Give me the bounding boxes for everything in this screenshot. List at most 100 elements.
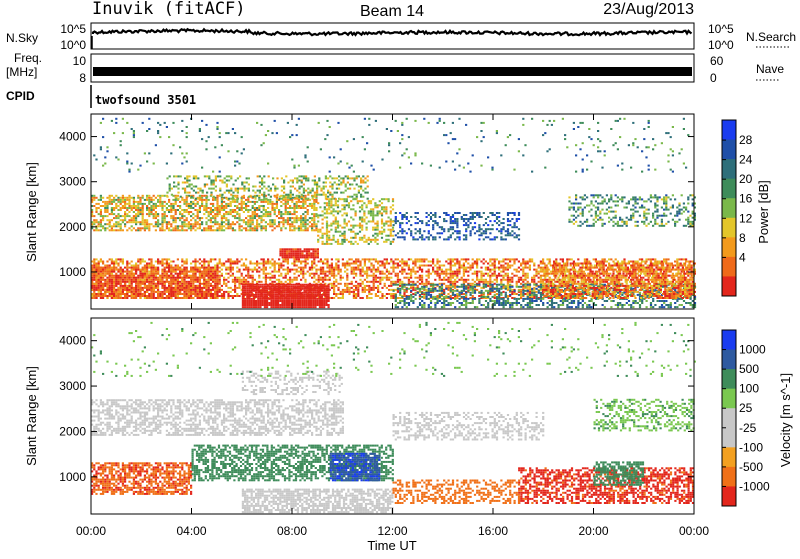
data-cell bbox=[502, 258, 504, 260]
data-cell bbox=[531, 258, 533, 260]
data-cell bbox=[95, 258, 97, 260]
data-cell bbox=[155, 277, 157, 279]
data-cell bbox=[135, 281, 137, 283]
data-cell bbox=[124, 207, 126, 209]
data-cell bbox=[144, 223, 146, 225]
data-cell bbox=[299, 298, 301, 300]
data-cell bbox=[320, 261, 322, 263]
data-cell bbox=[417, 267, 419, 269]
data-cell bbox=[351, 281, 353, 283]
data-cell bbox=[181, 289, 183, 291]
data-cell bbox=[487, 283, 489, 285]
data-cell bbox=[175, 283, 177, 285]
data-cell bbox=[257, 300, 259, 302]
data-cell bbox=[637, 273, 639, 275]
data-cell bbox=[430, 273, 432, 275]
data-cell bbox=[157, 273, 159, 275]
data-cell bbox=[230, 209, 232, 211]
data-cell bbox=[133, 273, 135, 275]
data-cell bbox=[275, 304, 277, 306]
data-cell bbox=[214, 219, 216, 221]
data-cell bbox=[201, 275, 203, 277]
data-cell bbox=[502, 279, 504, 281]
data-cell bbox=[516, 283, 518, 285]
data-cell bbox=[106, 207, 108, 209]
data-cell bbox=[199, 219, 201, 221]
data-cell bbox=[135, 223, 137, 225]
data-cell bbox=[175, 293, 177, 295]
data-cell bbox=[452, 265, 454, 267]
data-cell bbox=[124, 275, 126, 277]
data-cell bbox=[242, 292, 244, 294]
data-cell bbox=[194, 215, 196, 217]
data-cell bbox=[467, 271, 469, 273]
data-cell bbox=[450, 277, 452, 279]
data-cell bbox=[340, 271, 342, 273]
data-cell bbox=[303, 302, 305, 304]
data-cell bbox=[279, 292, 281, 294]
data-cell bbox=[379, 277, 381, 279]
data-cell bbox=[527, 277, 529, 279]
data-cell bbox=[275, 294, 277, 296]
data-cell bbox=[285, 269, 287, 271]
data-cell bbox=[478, 258, 480, 260]
data-cell bbox=[137, 265, 139, 267]
data-cell bbox=[274, 271, 276, 273]
data-cell bbox=[257, 292, 259, 294]
data-cell bbox=[377, 277, 379, 279]
data-cell bbox=[170, 267, 172, 269]
data-cell bbox=[186, 199, 188, 201]
data-cell bbox=[212, 221, 214, 223]
data-cell bbox=[203, 271, 205, 273]
data-cell bbox=[273, 304, 275, 306]
data-cell bbox=[384, 295, 386, 297]
data-cell bbox=[153, 271, 155, 273]
data-cell bbox=[232, 297, 234, 299]
data-cell bbox=[172, 203, 174, 205]
data-cell bbox=[524, 273, 526, 275]
data-cell bbox=[232, 295, 234, 297]
data-cell bbox=[454, 271, 456, 273]
data-cell bbox=[133, 291, 135, 293]
data-cell bbox=[280, 273, 282, 275]
data-cell bbox=[199, 207, 201, 209]
data-cell bbox=[443, 279, 445, 281]
data-cell bbox=[476, 273, 478, 275]
data-cell bbox=[95, 211, 97, 213]
data-cell bbox=[273, 290, 275, 292]
data-cell bbox=[379, 265, 381, 267]
data-cell bbox=[542, 269, 544, 271]
data-cell bbox=[286, 296, 288, 298]
data-cell bbox=[244, 304, 246, 306]
data-cell bbox=[161, 269, 163, 271]
data-cell bbox=[257, 286, 259, 288]
data-cell bbox=[192, 267, 194, 269]
data-cell bbox=[346, 269, 348, 271]
data-cell bbox=[150, 205, 152, 207]
data-cell bbox=[100, 205, 102, 207]
data-cell bbox=[311, 267, 313, 269]
data-cell bbox=[301, 288, 303, 290]
data-cell bbox=[181, 221, 183, 223]
data-cell bbox=[344, 267, 346, 269]
data-cell bbox=[247, 271, 249, 273]
data-cell bbox=[106, 269, 108, 271]
data-cell bbox=[150, 261, 152, 263]
data-cell bbox=[126, 289, 128, 291]
data-cell bbox=[181, 277, 183, 279]
data-cell bbox=[181, 258, 183, 260]
data-cell bbox=[109, 281, 111, 283]
data-cell bbox=[362, 267, 364, 269]
data-cell bbox=[608, 258, 610, 260]
data-cell bbox=[113, 287, 115, 289]
data-cell bbox=[370, 263, 372, 265]
data-cell bbox=[370, 281, 372, 283]
data-cell bbox=[135, 287, 137, 289]
data-cell bbox=[683, 258, 685, 260]
data-cell bbox=[232, 227, 234, 229]
data-cell bbox=[375, 269, 377, 271]
data-cell bbox=[203, 295, 205, 297]
data-cell bbox=[183, 267, 185, 269]
data-cell bbox=[353, 295, 355, 297]
data-cell bbox=[264, 292, 266, 294]
